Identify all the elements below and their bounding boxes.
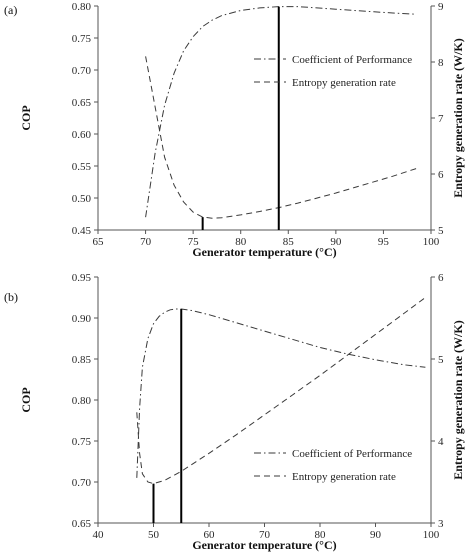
y-right-tick-label: 6 xyxy=(438,272,444,284)
y-left-tick-label: 0.65 xyxy=(72,97,92,109)
cop-series-line xyxy=(136,308,426,478)
y-right-tick-label: 3 xyxy=(438,518,444,530)
y-left-axis-label: COP xyxy=(19,387,33,412)
x-tick-label: 40 xyxy=(93,529,105,541)
y-right-tick-label: 5 xyxy=(438,354,444,366)
entropy-series-line xyxy=(145,56,417,219)
y-right-tick-label: 4 xyxy=(438,436,444,448)
y-left-tick-label: 0.90 xyxy=(72,313,92,325)
y-right-tick-label: 7 xyxy=(438,113,444,125)
x-axis-label: Generator temperature (°C) xyxy=(192,245,336,259)
legend-label: Coefficient of Performance xyxy=(292,54,412,66)
x-tick-label: 80 xyxy=(235,236,247,248)
y-left-tick-label: 0.80 xyxy=(72,395,92,407)
y-right-axis-label: Entropy generation rate (W/K) xyxy=(451,38,465,197)
panel-label: (a) xyxy=(4,3,17,17)
y-left-tick-label: 0.70 xyxy=(72,477,92,489)
y-left-tick-label: 0.60 xyxy=(72,129,92,141)
legend-label: Coefficient of Performance xyxy=(292,448,412,460)
y-left-tick-label: 0.95 xyxy=(72,272,92,284)
y-right-tick-label: 8 xyxy=(438,57,444,69)
y-right-tick-label: 5 xyxy=(438,225,444,237)
x-tick-label: 90 xyxy=(370,529,382,541)
y-left-tick-label: 0.75 xyxy=(72,436,92,448)
panel-label: (b) xyxy=(4,290,18,304)
cop-series-line xyxy=(145,6,417,218)
x-tick-label: 65 xyxy=(93,236,105,248)
x-axis-label: Generator temperature (°C) xyxy=(192,538,336,552)
x-tick-label: 70 xyxy=(259,529,271,541)
y-left-tick-label: 0.70 xyxy=(72,65,92,77)
x-tick-label: 75 xyxy=(188,236,200,248)
legend-label: Entropy generation rate xyxy=(292,77,396,89)
y-left-tick-label: 0.55 xyxy=(72,161,92,173)
x-tick-label: 70 xyxy=(140,236,152,248)
y-left-tick-label: 0.80 xyxy=(72,1,92,13)
y-left-axis-label: COP xyxy=(19,105,33,130)
y-right-tick-label: 9 xyxy=(438,1,444,13)
y-left-tick-label: 0.65 xyxy=(72,518,92,530)
x-tick-label: 60 xyxy=(204,529,216,541)
x-tick-label: 100 xyxy=(423,236,440,248)
x-tick-label: 95 xyxy=(378,236,390,248)
legend-label: Entropy generation rate xyxy=(292,471,396,483)
x-tick-label: 50 xyxy=(148,529,160,541)
y-right-axis-label: Entropy generation rate (W/K) xyxy=(451,320,465,479)
y-left-tick-label: 0.85 xyxy=(72,354,92,366)
x-tick-label: 85 xyxy=(283,236,295,248)
y-left-tick-label: 0.50 xyxy=(72,193,92,205)
y-right-tick-label: 6 xyxy=(438,169,444,181)
x-tick-label: 100 xyxy=(423,529,440,541)
x-tick-label: 90 xyxy=(330,236,342,248)
y-left-tick-label: 0.75 xyxy=(72,33,92,45)
x-tick-label: 80 xyxy=(315,529,327,541)
y-left-tick-label: 0.45 xyxy=(72,225,92,237)
